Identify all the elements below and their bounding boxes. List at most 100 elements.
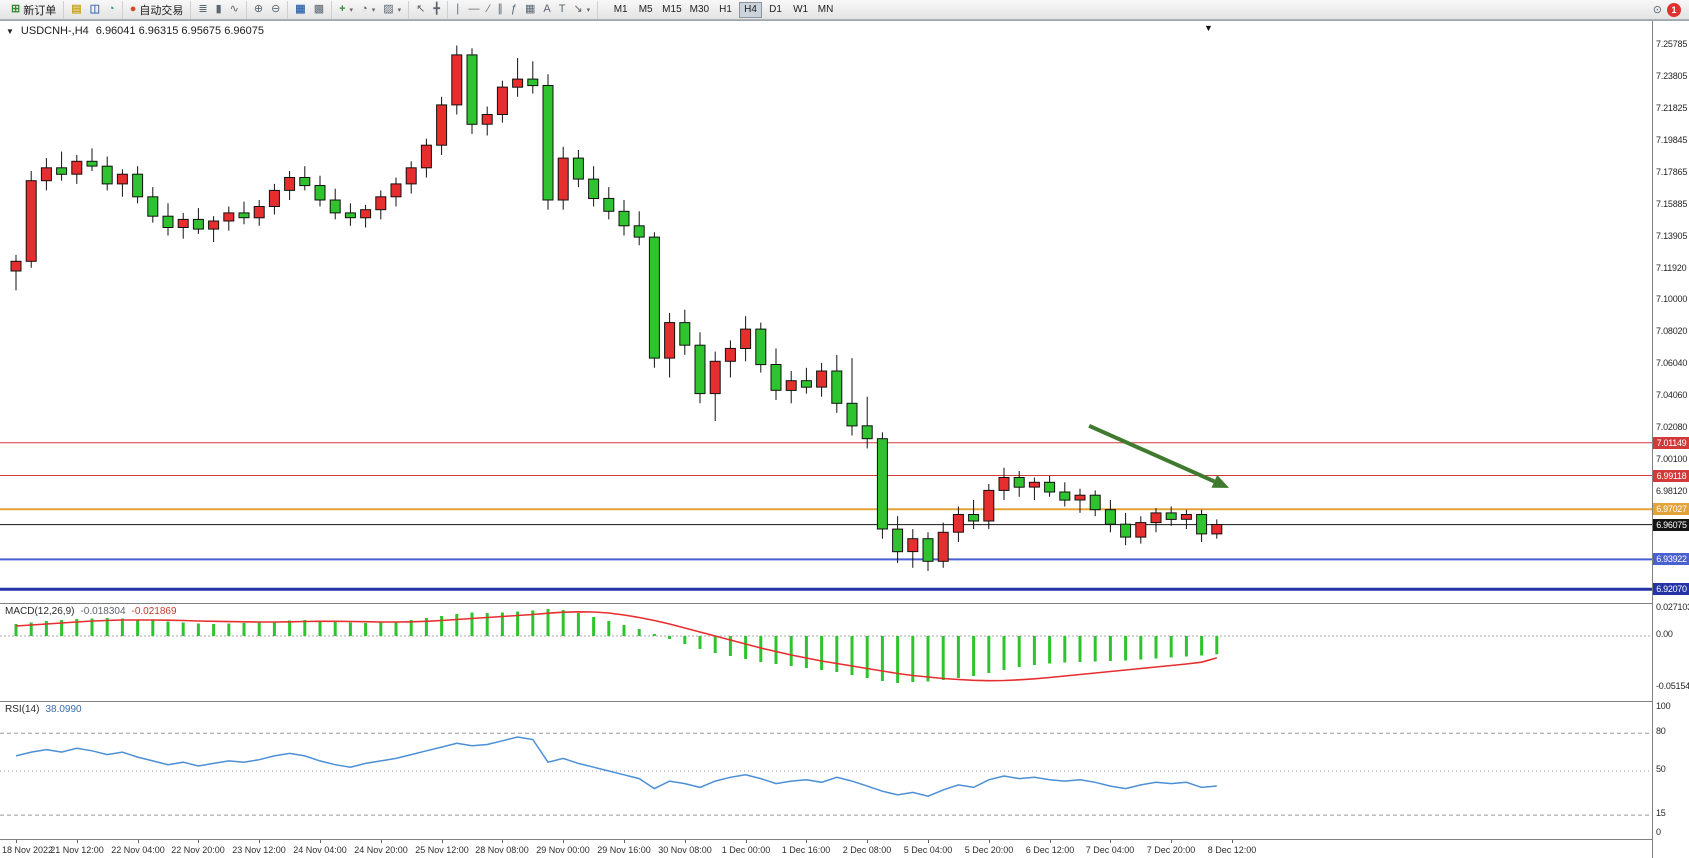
timeframe-h1-button[interactable]: H1	[714, 2, 737, 18]
trend-arrow[interactable]	[1088, 423, 1229, 488]
text-icon: A	[543, 3, 551, 15]
tile-windows-icon: ▦	[295, 3, 306, 15]
text-button[interactable]: A	[539, 1, 554, 18]
rsi-name: RSI(14)	[5, 704, 40, 715]
time-axis-tick	[502, 840, 503, 843]
timeframe-w1-button[interactable]: W1	[789, 2, 812, 18]
period-selector-icon: ◔	[361, 3, 368, 15]
zoom-in-button[interactable]: ⊕	[250, 1, 267, 18]
new-order-button[interactable]: ⊞ 新订单	[7, 1, 60, 18]
cursor-button[interactable]: ↖	[412, 1, 429, 18]
zoom-out-icon: ⊖	[271, 3, 281, 15]
line-chart-button[interactable]: ∿	[226, 1, 243, 18]
bar-chart-button[interactable]: ≣	[194, 1, 211, 18]
profiles-button[interactable]: ◫	[86, 1, 104, 18]
chart-title: ▼ USDCNH-,H4 6.96041 6.96315 6.95675 6.9…	[6, 25, 264, 37]
auto-trading-icon: ●	[129, 3, 137, 15]
toolbar-group: ▤ ◫ ◔	[64, 0, 123, 19]
toolbar-right: ⊙ 1	[1653, 0, 1685, 19]
axis-tick-label: 7.06040	[1656, 358, 1688, 368]
price-badge-6.99118: 6.99118	[1653, 470, 1689, 482]
data-center-icon: ◔	[108, 3, 115, 15]
cascade-windows-button[interactable]: ▩	[310, 1, 328, 18]
timeframe-m30-button[interactable]: M30	[687, 2, 712, 18]
time-axis-tick	[989, 840, 990, 843]
chart-window-button[interactable]: ▤	[67, 1, 85, 18]
search-icon[interactable]: ⊙	[1652, 4, 1662, 16]
rsi-chart-svg[interactable]	[0, 702, 1652, 839]
axis-tick-label: 7.23805	[1656, 71, 1688, 81]
axis-tick-label: 0.00	[1656, 629, 1673, 639]
arrow-tool-button[interactable]: ↘ ▾	[569, 1, 594, 18]
toolbar: ⊞ 新订单 ▤ ◫ ◔ ● 自动交易 ≣ ▮ ∿ ⊕ ⊖ ▦ ▩ + ▾ ◔ ▾ ▨ ▾ ↖ ╋ ∣ — ∕ ∥ ƒ ▦ A T ↘ ▾ M1…	[0, 0, 1689, 20]
price-axis[interactable]: 7.25785 7.23805 7.21825 7.19845 7.17865 7.158…	[1652, 21, 1689, 858]
timeframe-mn-button[interactable]: MN	[814, 2, 837, 18]
period-selector-button[interactable]: ◔ ▾	[357, 1, 379, 18]
text-label-button[interactable]: T	[555, 1, 570, 18]
toolbar-group: ▦ ▩	[288, 0, 333, 19]
template-button[interactable]: ▨ ▾	[379, 1, 405, 18]
macd-chart-svg[interactable]	[0, 604, 1652, 701]
tile-windows-button[interactable]: ▦	[291, 1, 309, 18]
toolbar-group: + ▾ ◔ ▾ ▨ ▾	[332, 0, 410, 19]
fibonacci-button[interactable]: ƒ	[507, 1, 521, 18]
one-click-trading-toggle[interactable]: ▼	[6, 26, 14, 36]
macd-name: MACD(12,26,9)	[5, 606, 75, 617]
chart-window-icon: ▤	[71, 3, 82, 15]
timeframe-d1-button[interactable]: D1	[764, 2, 787, 18]
time-axis-tick	[746, 840, 747, 843]
grid-button[interactable]: ▦	[521, 1, 539, 18]
macd-panel[interactable]: MACD(12,26,9) -0.018304 -0.021869	[0, 603, 1652, 701]
time-label: 5 Dec 20:00	[964, 845, 1014, 855]
axis-tick-label: 100	[1656, 701, 1671, 711]
rsi-panel[interactable]: RSI(14) 38.0990	[0, 701, 1652, 839]
time-label: 22 Nov 04:00	[111, 845, 165, 855]
time-label: 28 Nov 08:00	[475, 845, 529, 855]
chart-shift-marker[interactable]: ▼	[1204, 23, 1213, 33]
vertical-line-button[interactable]: ∣	[451, 1, 465, 18]
time-label: 23 Nov 12:00	[232, 845, 286, 855]
candlestick-chart-button[interactable]: ▮	[212, 1, 226, 18]
timeframe-m15-button[interactable]: M15	[659, 2, 684, 18]
data-center-button[interactable]: ◔	[104, 1, 119, 18]
cursor-icon: ↖	[416, 3, 426, 15]
axis-tick-label: 6.98120	[1656, 486, 1688, 496]
time-axis-tick	[685, 840, 686, 843]
zoom-in-icon: ⊕	[253, 3, 264, 15]
timeframe-m1-button[interactable]: M1	[609, 2, 632, 18]
time-axis-tick	[198, 840, 199, 843]
price-panel[interactable]: ▼ USDCNH-,H4 6.96041 6.96315 6.95675 6.9…	[0, 21, 1652, 603]
price-chart-svg[interactable]	[0, 21, 1652, 603]
auto-trading-button[interactable]: ● 自动交易	[126, 1, 188, 18]
line-chart-icon: ∿	[229, 3, 239, 15]
new-order-label: 新订单	[23, 4, 57, 17]
trendline-button[interactable]: ∕	[483, 1, 493, 18]
timeframe-h4-button[interactable]: H4	[739, 1, 763, 18]
time-axis-tick	[806, 840, 807, 843]
axis-tick-label: 7.00100	[1656, 454, 1688, 464]
crosshair-button[interactable]: ╋	[429, 1, 444, 18]
rsi-line	[15, 736, 1217, 797]
chevron-down-icon: ▾	[397, 6, 402, 14]
time-axis[interactable]: 18 Nov 2022 21 Nov 12:00 22 Nov 04:00 22 No…	[0, 839, 1652, 858]
new-order-icon: ⊞	[11, 3, 21, 15]
equidistant-channel-icon: ∥	[497, 3, 503, 15]
time-label: 21 Nov 12:00	[50, 845, 104, 855]
time-axis-tick	[624, 840, 625, 843]
price-badge-6.96075: 6.96075	[1653, 519, 1689, 531]
equidistant-channel-button[interactable]: ∥	[493, 1, 507, 18]
horizontal-line-button[interactable]: —	[464, 1, 483, 18]
timeframe-m5-button[interactable]: M5	[634, 2, 657, 18]
zoom-out-button[interactable]: ⊖	[267, 1, 284, 18]
toolbar-button-groups: ⊞ 新订单 ▤ ◫ ◔ ● 自动交易 ≣ ▮ ∿ ⊕ ⊖ ▦ ▩ + ▾ ◔ ▾ ▨ ▾ ↖ ╋ ∣ — ∕ ∥ ƒ ▦ A T ↘ ▾	[4, 0, 599, 19]
macd-label: MACD(12,26,9) -0.018304 -0.021869	[5, 606, 177, 617]
bar-chart-icon: ≣	[198, 3, 208, 15]
time-axis-tick	[1110, 840, 1111, 843]
toolbar-group: ∣ — ∕ ∥ ƒ ▦ A T ↘ ▾	[448, 0, 599, 19]
axis-tick-label: 7.11920	[1656, 263, 1687, 273]
chevron-down-icon: ▾	[586, 6, 591, 14]
new-chart-button[interactable]: + ▾	[335, 1, 357, 18]
notification-badge[interactable]: 1	[1667, 2, 1681, 17]
text-label-icon: T	[558, 3, 566, 15]
price-badge-7.01149: 7.01149	[1653, 437, 1689, 449]
